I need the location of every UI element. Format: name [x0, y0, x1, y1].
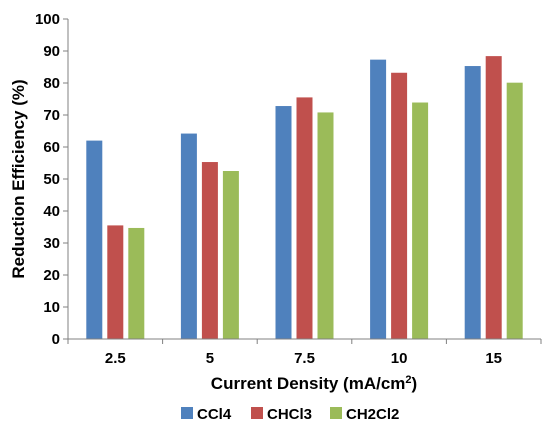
legend-swatch-chcl3 [251, 407, 263, 419]
axes [67, 19, 541, 340]
bar-chcl3-5 [201, 162, 218, 339]
x-axis-title-main: Current Density (mA/cm [211, 374, 406, 393]
x-tick-label: 15 [485, 350, 502, 367]
x-tick-label: 2.5 [105, 350, 126, 367]
bar-chcl3-15 [485, 56, 502, 340]
legend-swatch-ccl4 [181, 407, 193, 419]
y-tick-label: 10 [43, 299, 60, 316]
bar-ccl4-2_5 [86, 140, 103, 339]
legend-label-chcl3: CHCl3 [267, 406, 312, 423]
y-axis-ticks: 0 10 20 30 40 50 60 70 80 90 100 [35, 11, 68, 348]
x-tick-label: 5 [206, 350, 214, 367]
y-tick-label: 20 [43, 267, 60, 284]
bar-ch2cl2-10 [412, 102, 429, 340]
y-tick-label: 0 [52, 331, 60, 348]
bar-ch2cl2-5 [222, 171, 239, 339]
legend: CCl4 CHCl3 CH2Cl2 [181, 406, 399, 423]
x-axis-title-superscript: 2 [405, 374, 411, 386]
y-tick-label: 90 [43, 43, 60, 60]
x-axis-title-end: ) [412, 374, 418, 393]
bar-ccl4-10 [370, 59, 387, 339]
y-tick-label: 60 [43, 139, 60, 156]
y-tick-label: 100 [35, 11, 60, 28]
bar-ccl4-15 [464, 66, 481, 339]
bar-ch2cl2-2_5 [128, 227, 145, 339]
bar-chcl3-7_5 [296, 97, 313, 340]
x-tick-label: 7.5 [294, 350, 315, 367]
y-tick-label: 80 [43, 75, 60, 92]
legend-label-ch2cl2: CH2Cl2 [346, 406, 399, 423]
y-axis-title: Reduction Efficiency (%) [9, 79, 28, 278]
legend-label-ccl4: CCl4 [197, 406, 232, 423]
y-tick-label: 50 [43, 171, 60, 188]
legend-swatch-ch2cl2 [330, 407, 342, 419]
y-tick-label: 40 [43, 203, 60, 220]
y-tick-label: 30 [43, 235, 60, 252]
y-tick-label: 70 [43, 107, 60, 124]
bars [86, 56, 523, 340]
x-axis-ticks: 2.5 5 7.5 10 15 [67, 339, 542, 367]
bar-ccl4-5 [180, 133, 197, 339]
bar-ch2cl2-7_5 [317, 112, 334, 339]
x-tick-label: 10 [391, 350, 408, 367]
bar-ch2cl2-15 [506, 82, 523, 340]
x-axis-title: Current Density (mA/cm2) [211, 374, 417, 393]
bar-chcl3-10 [391, 72, 408, 339]
bar-chcl3-2_5 [107, 225, 124, 339]
bar-ccl4-7_5 [275, 106, 292, 339]
